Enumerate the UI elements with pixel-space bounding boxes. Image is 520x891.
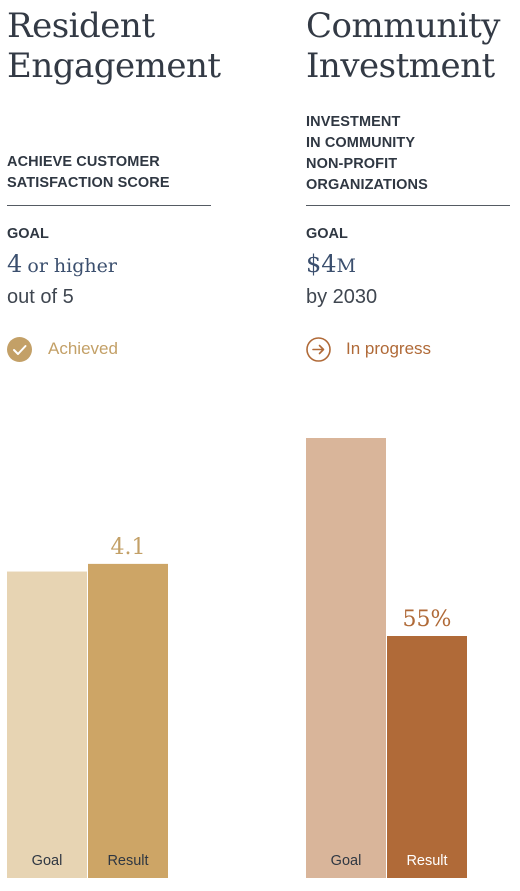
resident-engagement-panel: Resident Engagement ACHIEVE CUSTOMER SAT… (7, 0, 221, 891)
status-text: In progress (346, 339, 432, 358)
goal-label: GOAL (7, 226, 49, 242)
bar-category-label: Result (107, 853, 148, 869)
title-line: Resident (7, 6, 155, 46)
bar-data-label: 55% (403, 607, 452, 632)
title-line: Engagement (7, 46, 221, 86)
divider (306, 205, 510, 206)
panel-subtitle: INVESTMENT IN COMMUNITY NON-PROFIT ORGAN… (306, 112, 428, 196)
title-line: Community (306, 6, 501, 46)
subtitle-line: ORGANIZATIONS (306, 177, 428, 193)
arrow-right-circle-icon (306, 336, 331, 362)
subtitle-line: ACHIEVE CUSTOMER (7, 154, 160, 170)
panel-title: Resident Engagement (7, 6, 221, 86)
goal-value: 4 or higher (7, 250, 117, 278)
goal-value-rest: M (336, 255, 357, 277)
bar-chart-svg: Goal Result 55% (306, 438, 467, 878)
goal-value-main: 4 (7, 250, 23, 278)
bar-category-label: Goal (331, 853, 362, 869)
community-investment-panel: Community Investment INVESTMENT IN COMMU… (306, 0, 516, 891)
bar-result (88, 563, 168, 878)
title-line: Investment (306, 46, 495, 86)
bar-goal (306, 438, 386, 878)
status-text: Achieved (48, 339, 118, 358)
goal-subtext: by 2030 (306, 286, 378, 308)
goal-value: $4M (306, 250, 356, 278)
bar-result (387, 636, 467, 878)
panel-title: Community Investment (306, 6, 501, 86)
bar-category-label: Result (406, 853, 447, 869)
subtitle-line: NON-PROFIT (306, 156, 398, 172)
bar-chart-svg: Goal Result 4.1 (7, 535, 168, 878)
goal-subtext: out of 5 (7, 286, 74, 308)
subtitle-line: IN COMMUNITY (306, 135, 416, 151)
investment-bar-chart: Goal Result 55% (306, 380, 516, 880)
subtitle-line: INVESTMENT (306, 114, 401, 130)
panel-subtitle: ACHIEVE CUSTOMER SATISFACTION SCORE (7, 152, 170, 194)
subtitle-line: SATISFACTION SCORE (7, 175, 170, 191)
goal-label: GOAL (306, 226, 348, 242)
divider (7, 205, 211, 206)
goal-value-main: $4 (306, 250, 337, 278)
bar-goal (7, 571, 87, 878)
satisfaction-bar-chart: Goal Result 4.1 (7, 380, 217, 880)
goal-value-rest: or higher (27, 255, 117, 277)
status-badge: In progress (306, 336, 431, 362)
status-badge: Achieved (7, 336, 118, 362)
check-circle-icon (7, 336, 32, 362)
bar-data-label: 4.1 (111, 535, 146, 560)
bar-category-label: Goal (32, 853, 63, 869)
